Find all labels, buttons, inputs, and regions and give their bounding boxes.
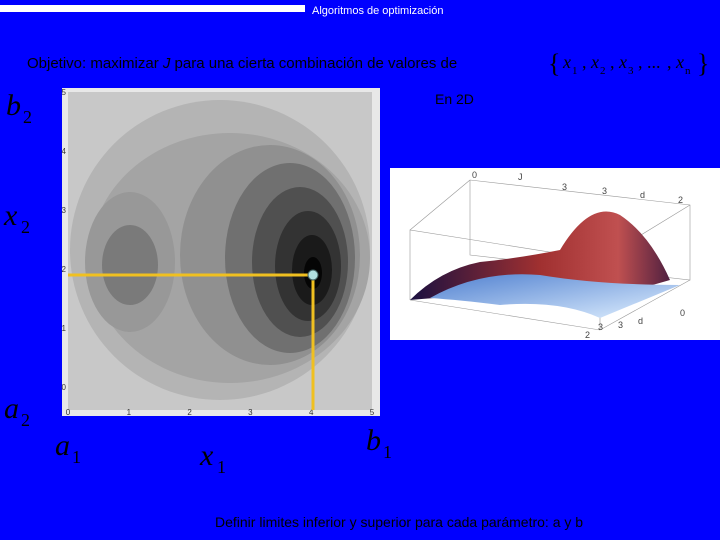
title-bar	[0, 5, 305, 12]
surface-label: d	[638, 316, 643, 326]
term-symbol: x	[675, 52, 684, 72]
surface-label: 3	[598, 322, 603, 332]
axis-subscript: 2	[23, 107, 32, 127]
x-tick-label: 5	[370, 408, 375, 417]
surface-label: 3	[602, 186, 607, 196]
axis-symbol: x	[199, 439, 214, 472]
x-tick-label: 1	[127, 408, 132, 417]
plot-ticks: 0 1 2 3 4 5 0 1 2 3 4 5	[62, 88, 375, 417]
ellipsis: ...	[647, 52, 661, 72]
y-tick-label: 3	[62, 206, 67, 215]
separator: ,	[638, 52, 643, 72]
surface-plot-labels: 0 J3 3 d 23 3 d20	[472, 170, 685, 340]
axis-symbol: b	[366, 424, 381, 457]
axis-subscript: 2	[21, 217, 30, 237]
term-symbol: x	[562, 52, 571, 72]
axis-subscript: 1	[72, 447, 81, 467]
axis-labels: b 2x 2a 2a 1 x 1b 1	[3, 89, 392, 477]
contour-plot	[68, 92, 372, 410]
y-tick-label: 1	[62, 324, 67, 333]
y-tick-label: 0	[62, 383, 67, 392]
separator: ,	[667, 52, 672, 72]
objective-text: para una cierta combinación de valores d…	[170, 55, 457, 72]
y-tick-label: 4	[62, 147, 67, 156]
term-subscript: 2	[600, 65, 606, 77]
axis-symbol: a	[55, 429, 70, 462]
term-subscript: 1	[572, 65, 578, 77]
surface-label: J	[518, 172, 523, 182]
axis-symbol: b	[6, 89, 21, 122]
objective: Objetivo: maximizar J para una cierta co…	[27, 55, 457, 72]
objective-text: Objetivo: maximizar	[27, 55, 163, 72]
axis-subscript: 2	[21, 410, 30, 430]
surface-label: 0	[680, 308, 685, 318]
axis-subscript: 1	[217, 457, 226, 477]
surface-label: d	[640, 190, 645, 200]
objective-variable: J	[162, 55, 171, 72]
inset-label: En 2D	[435, 91, 474, 107]
axis-symbol: x	[3, 199, 18, 232]
term-symbol: x	[618, 52, 627, 72]
separator: ,	[582, 52, 587, 72]
axis-symbol: a	[4, 392, 19, 425]
x-tick-label: 4	[309, 408, 314, 417]
axis-subscript: 1	[383, 442, 392, 462]
footer-text: Definir limites inferior y superior para…	[215, 514, 583, 530]
optimum-point	[307, 269, 319, 281]
x-tick-label: 2	[187, 408, 192, 417]
term-subscript: 3	[628, 65, 634, 77]
surface-label: 2	[585, 330, 590, 340]
surface-label: 2	[678, 195, 683, 205]
surface-label: 0	[472, 170, 477, 180]
y-tick-label: 5	[62, 88, 67, 97]
term-subscript: n	[685, 65, 691, 77]
surface-plot-drawing	[409, 179, 691, 331]
separator: ,	[610, 52, 615, 72]
set-formula: {x 1, x 2, x 3,..., x n}	[548, 49, 709, 78]
slide-title: Algoritmos de optimización	[312, 5, 443, 17]
x-tick-label: 3	[248, 408, 253, 417]
y-tick-label: 2	[62, 265, 67, 274]
term-symbol: x	[590, 52, 599, 72]
x-tick-label: 0	[66, 408, 71, 417]
brace: {	[548, 49, 560, 78]
surface-label: 3	[562, 182, 567, 192]
brace: }	[697, 49, 709, 78]
surface-label: 3	[618, 320, 623, 330]
